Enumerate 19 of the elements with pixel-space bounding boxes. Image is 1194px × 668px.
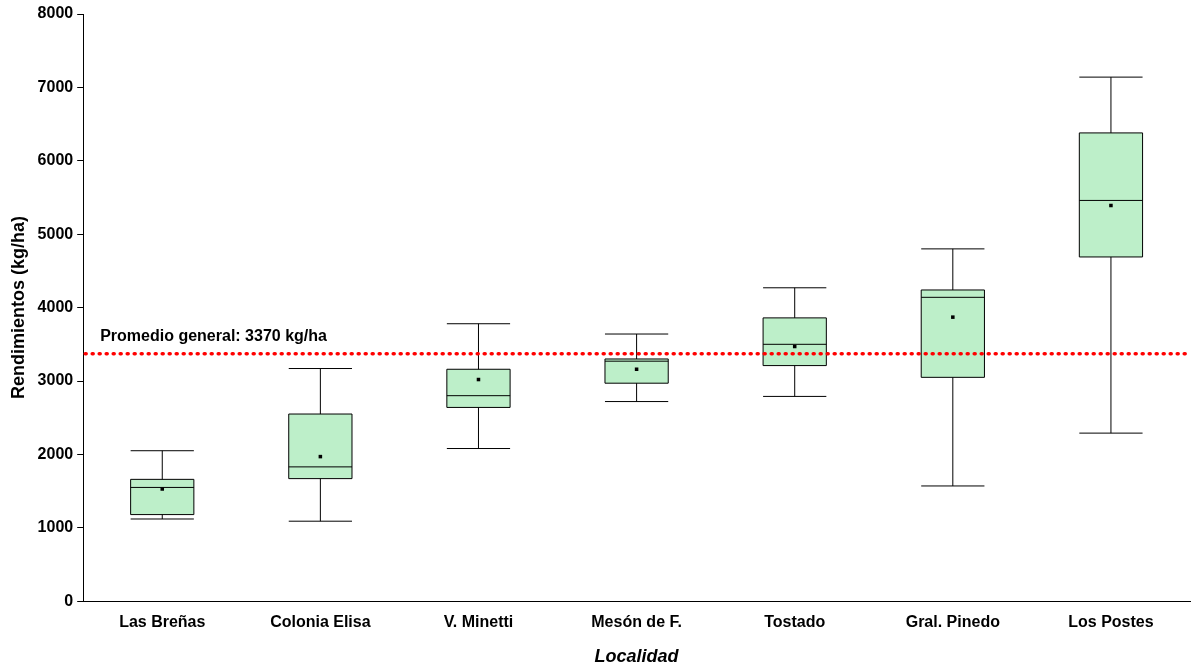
x-tick-label: Las Breñas [119,613,206,631]
ref-line-label: Promedio general: 3370 kg/ha [100,327,328,345]
y-axis-title: Rendimientos (kg/ha) [7,216,28,400]
x-tick-label: Los Postes [1068,613,1154,631]
y-tick-label: 0 [64,591,74,609]
x-tick-label: V. Minetti [443,613,514,631]
y-tick-label: 7000 [37,77,74,95]
x-tick-label: Gral. Pinedo [905,613,1001,631]
y-tick-label: 5000 [37,224,74,242]
x-axis-title: Localidad [594,646,680,667]
y-tick-label: 3000 [37,371,74,389]
x-tick-label: Colonia Elisa [270,613,371,631]
y-tick-label: 2000 [37,444,74,462]
y-tick-label: 4000 [37,298,74,316]
x-tick-label: Mesón de F. [591,613,682,631]
x-tick-label: Tostado [764,613,826,631]
y-tick-label: 8000 [37,4,74,22]
y-tick-label: 6000 [37,151,74,169]
y-tick-label: 1000 [37,518,74,536]
